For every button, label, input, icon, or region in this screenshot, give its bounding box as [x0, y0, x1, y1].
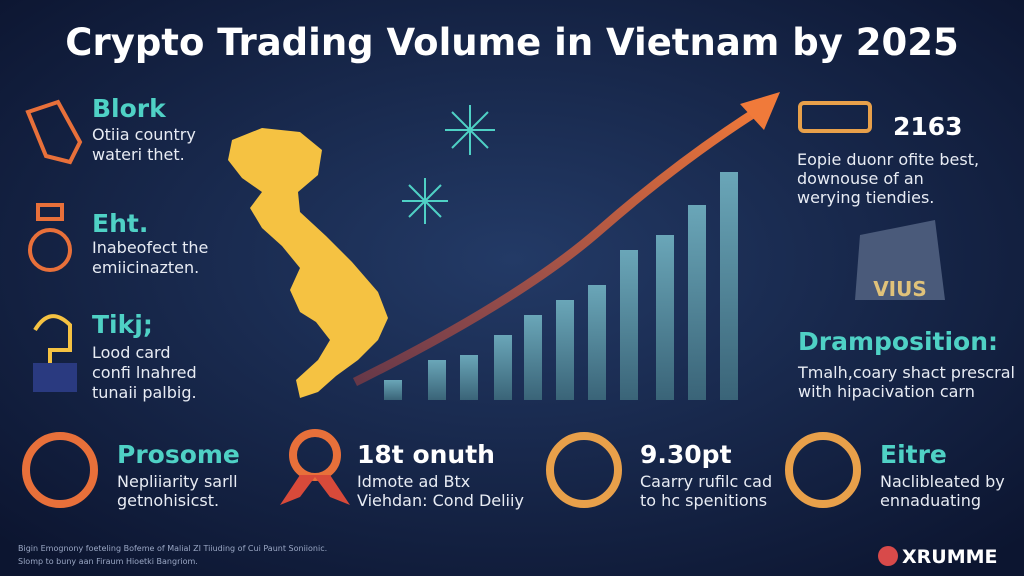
right-heading: 2163: [893, 112, 963, 141]
bottom-text: Nepliiarity sarll: [117, 472, 238, 491]
bottom-text: Idmote ad Btx: [357, 472, 470, 491]
left-text: Inabeofect the: [92, 238, 208, 257]
left-text: tunaii palbig.: [92, 383, 197, 402]
left-text: wateri thet.: [92, 145, 185, 164]
bottom-heading: 18t onuth: [357, 440, 495, 469]
footer-text: Slomp to buny aan Firaum Hioetki Bangrio…: [18, 557, 198, 566]
left-heading: Tikj;: [92, 310, 153, 339]
left-text: Otiia country: [92, 125, 196, 144]
brand: XRUMME: [902, 546, 998, 568]
left-heading: Eht.: [92, 209, 148, 238]
map: [228, 128, 388, 398]
brand-logo: [878, 546, 898, 566]
bottom-text: getnohisicst.: [117, 491, 219, 510]
vius-icon: [855, 220, 945, 300]
arrow-head: [740, 92, 780, 130]
left-text: Lood card: [92, 343, 171, 362]
footer-text: Bigin Emognony foeteling Bofeme of Malia…: [18, 544, 327, 553]
right-heading: Dramposition:: [798, 327, 998, 356]
bottom-heading: Eitre: [880, 440, 947, 469]
bottom-text: ennaduating: [880, 491, 981, 510]
bottom-text: Viehdan: Cond Deliiy: [357, 491, 524, 510]
right-text: Eopie duonr ofite best,: [797, 150, 979, 169]
left-icons: [25, 99, 83, 392]
snowflakes: [402, 105, 495, 224]
left-text: confi lnahred: [92, 363, 197, 382]
right-text: werying tiendies.: [797, 188, 934, 207]
bottom-text: Caarry rufilc cad: [640, 472, 772, 491]
right-icon: [798, 101, 872, 133]
icon-label: VIUS: [873, 277, 927, 301]
bottom-text: to hc spenitions: [640, 491, 767, 510]
bottom-icons: [22, 429, 861, 508]
left-text: emiicinazten.: [92, 258, 199, 277]
title: Crypto Trading Volume in Vietnam by 2025: [65, 21, 958, 64]
right-text: with hipacivation carn: [798, 382, 975, 401]
right-text: Tmalh,coary shact prescral: [797, 363, 1015, 382]
bottom-heading: 9.30pt: [640, 440, 732, 469]
trend-arrow: [352, 104, 765, 387]
bottom-text: Naclibleated by: [880, 472, 1005, 491]
right-text: downouse of an: [797, 169, 924, 188]
bottom-heading: Prosome: [117, 440, 240, 469]
bars: [384, 172, 738, 400]
left-heading: Blork: [92, 94, 167, 123]
